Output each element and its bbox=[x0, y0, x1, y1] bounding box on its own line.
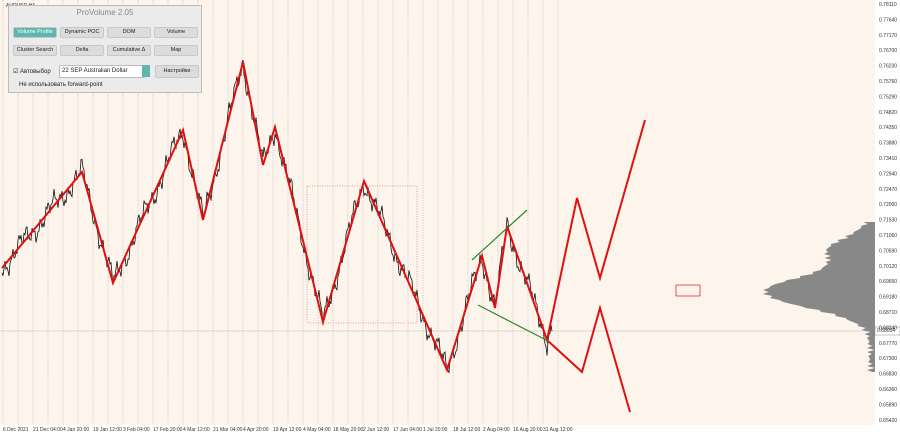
price-tick-label: 0.67300 bbox=[879, 356, 897, 362]
time-tick-label: 31 Aug 12:00 bbox=[543, 427, 573, 433]
price-axis-bg bbox=[875, 0, 900, 435]
price-tick-label: 0.78110 bbox=[879, 2, 897, 8]
price-tick-label: 0.75760 bbox=[879, 79, 897, 85]
time-tick-label: 16 Aug 20:00 bbox=[513, 427, 543, 433]
instrument-select[interactable]: 22 SEP Australian Dollar bbox=[59, 65, 145, 78]
price-tick-label: 0.72470 bbox=[879, 187, 897, 193]
price-tick-label: 0.70120 bbox=[879, 264, 897, 270]
range-box bbox=[306, 185, 418, 324]
channel-line bbox=[477, 304, 551, 343]
zigzag-projection bbox=[546, 304, 631, 413]
price-tick-label: 0.68710 bbox=[879, 310, 897, 316]
price-tick-label: 0.73880 bbox=[879, 141, 897, 147]
time-tick-label: 19 Jan 12:00 bbox=[93, 427, 122, 433]
instrument: 22 SEP Australian Dollar bbox=[62, 68, 128, 74]
time-tick-label: 2 Jun 12:00 bbox=[363, 427, 389, 433]
time-axis-bg bbox=[0, 425, 900, 435]
current-price: 0.68034 bbox=[877, 328, 895, 334]
time-tick-label: 4 Mar 12:00 bbox=[183, 427, 210, 433]
time-tick-label: 2 Aug 04:00 bbox=[483, 427, 510, 433]
time-tick-label: 18 Jul 12:00 bbox=[453, 427, 480, 433]
price-tick-label: 0.71530 bbox=[879, 218, 897, 224]
tool-button[interactable]: Cumulative Δ bbox=[107, 45, 151, 56]
tool-button[interactable]: DOM bbox=[107, 27, 151, 38]
price-tick-label: 0.65420 bbox=[879, 418, 897, 424]
time-tick-label: 1 Jul 20:00 bbox=[423, 427, 448, 433]
time-tick-label: 19 Apr 12:00 bbox=[273, 427, 302, 433]
price-box bbox=[675, 284, 701, 297]
time-tick-label: 17 Jun 04:00 bbox=[393, 427, 422, 433]
tool-button[interactable]: Cluster Search bbox=[13, 45, 57, 56]
tool-button[interactable]: Map bbox=[154, 45, 198, 56]
price-tick-label: 0.71060 bbox=[879, 233, 897, 239]
settings-button[interactable]: Настройки bbox=[155, 65, 199, 78]
channel-line bbox=[471, 209, 528, 261]
time-tick-label: 3 Feb 04:00 bbox=[123, 427, 150, 433]
price-tick-label: 0.72000 bbox=[879, 202, 897, 208]
price-tick-label: 0.67770 bbox=[879, 341, 897, 347]
time-tick-label: 4 May 04:00 bbox=[303, 427, 331, 433]
price-tick-label: 0.75290 bbox=[879, 94, 897, 100]
time-tick-label: 4 Apr 20:00 bbox=[243, 427, 269, 433]
time-tick-label: 17 Feb 20:00 bbox=[153, 427, 183, 433]
price-tick-label: 0.76230 bbox=[879, 64, 897, 70]
price-tick-label: 0.73410 bbox=[879, 156, 897, 162]
price-tick-label: 0.65890 bbox=[879, 402, 897, 408]
price-tick-label: 0.68240 bbox=[879, 325, 897, 331]
volume-profile bbox=[762, 222, 875, 372]
price-series bbox=[1, 59, 553, 374]
auto-select-label: Автовыбор bbox=[20, 69, 51, 75]
provolume-panel: ProVolume 2.05 Volume Profile Dynamic POC… bbox=[8, 5, 202, 93]
price-tick-label: 0.76700 bbox=[879, 48, 897, 54]
price-tick-label: 0.69650 bbox=[879, 279, 897, 285]
current-price-box bbox=[874, 326, 900, 336]
price-tick-label: 0.72940 bbox=[879, 171, 897, 177]
price-tick-label: 0.74350 bbox=[879, 125, 897, 131]
tool-button[interactable]: Volume Profile bbox=[13, 27, 57, 38]
time-tick-label: 21 Mar 04:00 bbox=[213, 427, 243, 433]
price-tick-label: 0.77170 bbox=[879, 33, 897, 39]
dropdown-button[interactable] bbox=[142, 65, 150, 77]
forward-point: Не использовать forward-point bbox=[19, 82, 103, 88]
time-tick-label: 21 Dec 04:00 bbox=[33, 427, 63, 433]
tool-button[interactable]: Delta bbox=[60, 45, 104, 56]
time-tick-label: 4 Jan 20:00 bbox=[63, 427, 89, 433]
price-tick-label: 0.69180 bbox=[879, 295, 897, 301]
zigzag bbox=[1, 61, 646, 373]
price-tick-label: 0.66360 bbox=[879, 387, 897, 393]
tool-button[interactable]: Dynamic POC bbox=[60, 27, 104, 38]
time-tick-label: 18 May 20:00 bbox=[333, 427, 364, 433]
auto-select[interactable]: ☑ Автовыбор bbox=[13, 69, 51, 75]
panel-title: ProVolume 2.05 bbox=[76, 8, 134, 17]
price-tick-label: 0.70590 bbox=[879, 248, 897, 254]
price-tick-label: 0.66830 bbox=[879, 372, 897, 378]
time-tick-label: 6 Dec 2021 bbox=[3, 427, 29, 433]
price-tick-label: 0.77640 bbox=[879, 17, 897, 23]
price-tick-label: 0.74820 bbox=[879, 110, 897, 116]
tool-button[interactable]: Volume bbox=[154, 27, 198, 38]
